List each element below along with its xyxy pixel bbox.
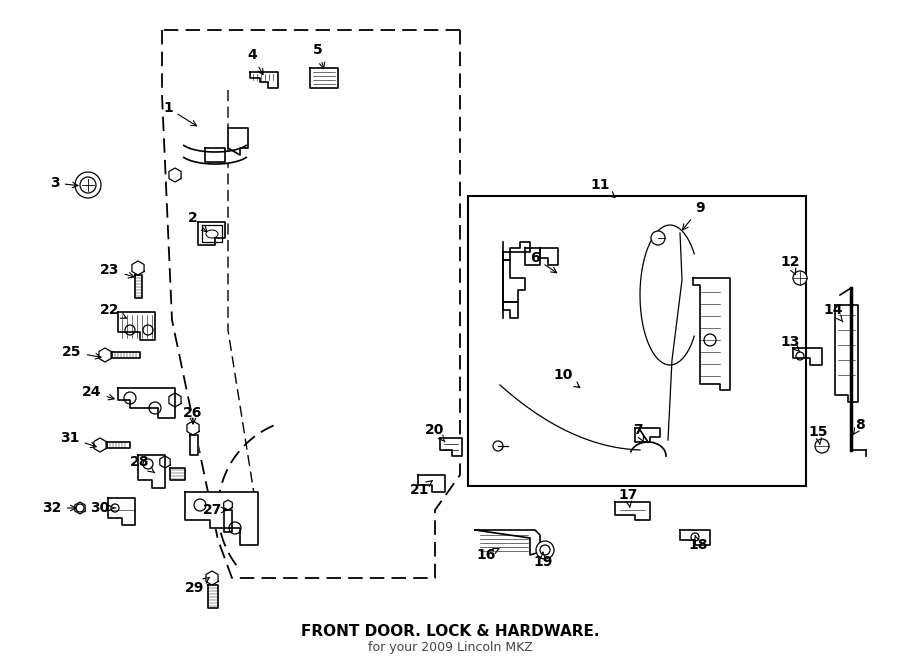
Polygon shape <box>228 128 248 155</box>
Text: for your 2009 Lincoln MKZ: for your 2009 Lincoln MKZ <box>367 641 533 654</box>
Text: 23: 23 <box>100 263 134 278</box>
Polygon shape <box>835 305 858 402</box>
Polygon shape <box>525 248 540 265</box>
Polygon shape <box>187 421 199 435</box>
Polygon shape <box>540 248 558 265</box>
Polygon shape <box>503 242 530 260</box>
Polygon shape <box>202 225 222 242</box>
Text: 7: 7 <box>634 423 643 442</box>
Text: 14: 14 <box>824 303 843 322</box>
Text: 6: 6 <box>530 251 557 273</box>
Text: 21: 21 <box>410 481 433 497</box>
Polygon shape <box>224 510 232 532</box>
Text: 17: 17 <box>618 488 638 508</box>
Polygon shape <box>94 438 106 452</box>
Polygon shape <box>503 260 525 302</box>
Polygon shape <box>170 468 185 480</box>
Polygon shape <box>475 530 540 555</box>
Polygon shape <box>108 498 135 525</box>
Polygon shape <box>169 393 181 407</box>
Circle shape <box>793 271 807 285</box>
Polygon shape <box>198 222 225 245</box>
Polygon shape <box>75 502 86 514</box>
Text: 29: 29 <box>185 577 210 595</box>
Polygon shape <box>185 492 258 545</box>
Polygon shape <box>635 428 660 442</box>
Text: 9: 9 <box>682 201 705 230</box>
Polygon shape <box>680 530 710 545</box>
Circle shape <box>704 334 716 346</box>
Text: 20: 20 <box>426 423 445 442</box>
Polygon shape <box>250 72 278 88</box>
Text: 27: 27 <box>203 503 227 517</box>
Text: 30: 30 <box>90 501 115 515</box>
Polygon shape <box>135 275 142 298</box>
Text: 13: 13 <box>780 335 800 352</box>
Text: 12: 12 <box>780 255 800 274</box>
Text: 1: 1 <box>163 101 196 126</box>
Text: 19: 19 <box>534 552 553 569</box>
Text: 4: 4 <box>248 48 263 75</box>
Text: 11: 11 <box>590 178 615 198</box>
Polygon shape <box>118 312 155 340</box>
Polygon shape <box>503 302 518 318</box>
Text: 25: 25 <box>62 345 101 359</box>
Text: 24: 24 <box>82 385 114 400</box>
Text: 10: 10 <box>554 368 580 387</box>
Polygon shape <box>132 261 144 275</box>
Circle shape <box>493 441 503 451</box>
Polygon shape <box>440 438 462 456</box>
Circle shape <box>536 541 554 559</box>
Text: FRONT DOOR. LOCK & HARDWARE.: FRONT DOOR. LOCK & HARDWARE. <box>301 625 599 639</box>
Bar <box>468 196 806 486</box>
Polygon shape <box>418 475 445 492</box>
Text: 8: 8 <box>853 418 865 435</box>
Polygon shape <box>107 442 130 448</box>
Polygon shape <box>208 585 218 608</box>
Text: 2: 2 <box>188 211 207 232</box>
Text: 31: 31 <box>60 431 96 447</box>
Circle shape <box>651 231 665 245</box>
Polygon shape <box>793 348 822 365</box>
Polygon shape <box>160 456 170 468</box>
Polygon shape <box>184 145 247 164</box>
Ellipse shape <box>206 230 218 238</box>
Text: 26: 26 <box>184 406 202 424</box>
Text: 18: 18 <box>688 535 707 552</box>
Polygon shape <box>206 571 218 585</box>
Text: 3: 3 <box>50 176 78 190</box>
Text: 16: 16 <box>476 548 499 562</box>
Polygon shape <box>224 500 232 510</box>
Circle shape <box>75 172 101 198</box>
Circle shape <box>815 439 829 453</box>
Polygon shape <box>190 435 198 455</box>
Polygon shape <box>112 352 140 358</box>
Polygon shape <box>118 388 175 418</box>
Polygon shape <box>693 278 730 390</box>
Text: 5: 5 <box>313 43 325 68</box>
Text: 15: 15 <box>808 425 828 445</box>
Polygon shape <box>615 502 650 520</box>
Text: 22: 22 <box>100 303 126 318</box>
Polygon shape <box>99 348 111 362</box>
Polygon shape <box>205 148 225 162</box>
Polygon shape <box>310 68 338 88</box>
Polygon shape <box>138 455 165 488</box>
Text: 28: 28 <box>130 455 155 473</box>
Polygon shape <box>169 393 181 407</box>
Text: 32: 32 <box>42 501 76 515</box>
